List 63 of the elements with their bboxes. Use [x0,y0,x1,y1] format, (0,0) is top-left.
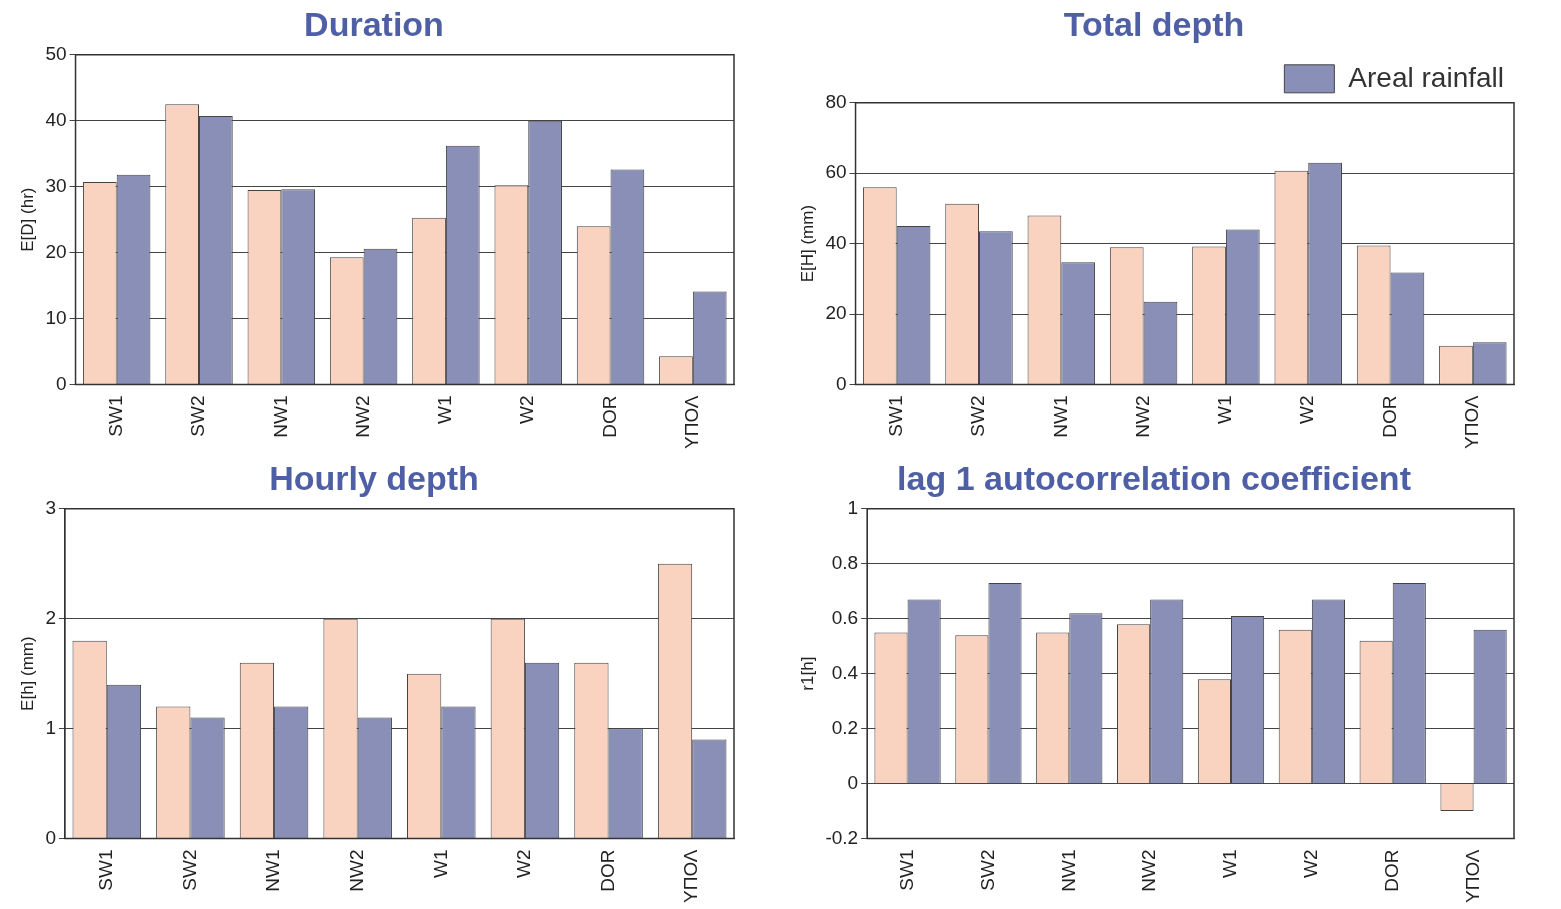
y-tick-label: 40 [825,231,847,253]
y-axis-title: E[h] (mm) [17,636,37,711]
y-tick-label: 2 [45,606,56,628]
x-tick-label: SW1 [95,849,117,891]
y-tick-label: 20 [45,240,67,262]
y-tick-label: 60 [825,161,847,183]
chart-title: lag 1 autocorrelation coefficient [897,458,1411,497]
y-tick-label: 40 [45,108,67,130]
x-tick-label: SW2 [976,849,998,891]
y-tick-label: -0.2 [825,826,859,848]
x-tick-label: SW1 [895,849,917,891]
x-tick-label: DOR [1380,849,1402,892]
x-tick-label: DOR [1378,395,1400,438]
x-tick-label: W2 [1300,849,1322,878]
x-tick-label: NW1 [262,849,284,892]
y-axis-title: r1[h] [797,656,817,691]
chart-title: Hourly depth [269,458,479,497]
x-tick-label: DOR [596,849,618,892]
y-tick-label: 0 [835,372,847,394]
x-tick-label: DOR [598,395,620,438]
chart-title: Duration [304,4,444,43]
x-tick-label: NW1 [1049,395,1071,438]
y-tick-label: 3 [45,497,56,519]
x-tick-label: W1 [434,395,456,424]
y-tick-label: 0 [45,826,56,848]
x-tick-label: ΥΠΟΛ [1461,395,1483,450]
y-tick-label: 20 [825,302,847,324]
y-axis-title: E[H] (mm) [797,204,817,283]
x-tick-label: W2 [513,849,535,878]
x-tick-label: SW2 [178,849,200,891]
x-tick-label: NW1 [1057,849,1079,892]
y-tick-label: 0.8 [831,551,859,573]
x-tick-label: ΥΠΟΛ [680,849,702,904]
legend-label: Areal rainfall [1348,61,1505,93]
x-tick-label: NW2 [351,395,373,438]
x-tick-label: NW2 [1138,849,1160,892]
y-tick-label: 0.4 [831,661,859,683]
y-tick-label: 0.2 [831,716,859,738]
y-axis-title: E[D] (hr) [17,187,37,252]
x-tick-label: SW2 [187,395,209,437]
x-tick-label: NW2 [1131,395,1153,438]
y-tick-label: 80 [825,91,847,113]
x-tick-label: NW1 [269,395,291,438]
y-tick-label: 0 [847,771,859,793]
chart-title: Total depth [1063,4,1245,43]
y-tick-label: 50 [45,43,67,65]
x-tick-label: SW1 [104,395,126,437]
x-tick-label: W2 [516,395,538,424]
y-tick-label: 30 [45,174,67,196]
y-tick-label: 10 [45,306,67,328]
y-tick-label: 0.6 [831,606,859,628]
y-tick-label: 1 [847,497,859,519]
x-tick-label: ΥΠΟΛ [1461,849,1483,904]
x-tick-label: ΥΠΟΛ [681,395,703,450]
y-tick-label: 0 [55,372,67,394]
y-tick-label: 1 [45,716,56,738]
x-tick-label: W1 [429,849,451,878]
x-tick-label: W1 [1219,849,1241,878]
x-tick-label: W2 [1296,395,1318,424]
x-tick-label: W1 [1214,395,1236,424]
x-tick-label: SW2 [967,395,989,437]
x-tick-label: SW1 [884,395,906,437]
x-tick-label: NW2 [345,849,367,892]
